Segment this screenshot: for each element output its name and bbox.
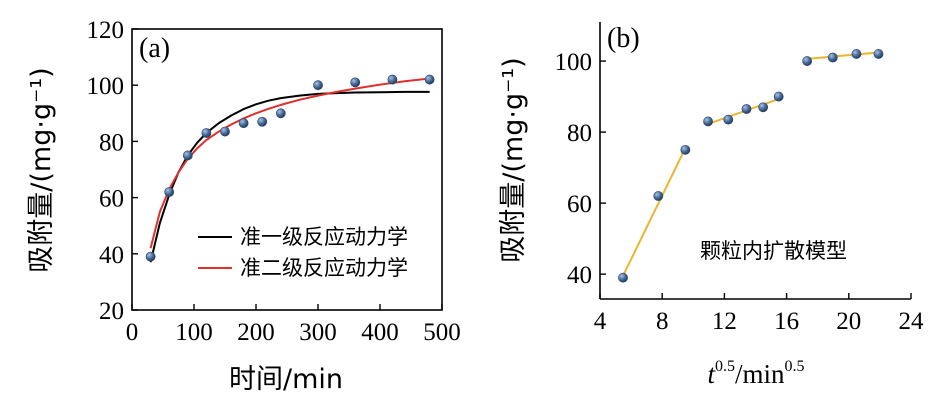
x-tick-label: 500 [423,319,461,346]
y-tick-label: 80 [567,120,592,147]
y-tick-label: 100 [555,49,593,76]
x-tick-label: 300 [299,319,337,346]
xlabel-t: t [707,359,716,389]
x-tick-label: 200 [237,319,275,346]
data-point [164,187,175,197]
xlabel-sup2: 0.5 [785,358,805,375]
panel-a-curves [149,77,430,263]
panel-b-points [618,49,884,283]
data-point [182,150,193,161]
data-point [827,52,838,63]
x-tick-label: 100 [175,319,213,346]
data-point [424,74,435,85]
panel-b-ticks: 4 8 12 16 20 24 40 60 80 100 [555,49,925,335]
data-point [758,102,769,113]
panel-a-label: (a) [139,33,170,64]
data-point [238,118,249,129]
panel-b-xlabel: t0.5/min0.5 [707,358,804,389]
data-point [680,144,691,155]
x-tick-label: 400 [361,319,399,346]
x-tick-label: 0 [126,319,139,346]
data-point [257,116,268,127]
y-tick-label: 120 [87,17,125,44]
xlabel-mid: /min [735,359,785,389]
data-point [723,114,734,125]
x-tick-label: 8 [656,308,669,335]
panel-a-ylabel: 吸附量/(mg·g⁻¹) [26,67,57,272]
curve-pseudo-second-order [149,77,430,249]
x-tick-label: 24 [899,308,925,335]
panel-a: (a) 0 100 200 300 400 500 20 40 60 80 100 120 时间/mi… [26,17,461,395]
xlabel-sup1: 0.5 [715,358,735,375]
data-point [618,272,628,283]
data-point [653,191,664,201]
data-point [313,80,323,91]
data-point [201,128,212,138]
fit-line [622,147,687,277]
panel-a-points [145,74,435,262]
data-point [275,108,286,119]
data-point [802,56,813,66]
data-point [873,49,884,59]
data-point [741,104,752,114]
y-tick-label: 40 [567,262,592,289]
y-tick-label: 40 [99,242,124,269]
y-tick-label: 60 [567,191,592,218]
panel-a-xlabel-text: 时间/min [229,364,343,395]
x-tick-label: 16 [774,308,799,335]
panel-a-ticks: 0 100 200 300 400 500 20 40 60 80 100 120 [87,17,461,346]
data-point [387,74,398,85]
panel-a-legend: 准一级反应动力学 准二级反应动力学 [198,225,408,280]
legend-label-pso: 准二级反应动力学 [240,256,408,280]
panel-a-xlabel: 时间/min [229,364,343,395]
legend-label-pfo: 准一级反应动力学 [240,225,408,249]
x-tick-label: 12 [712,308,737,335]
x-tick-label: 4 [594,308,607,335]
data-point [350,77,361,88]
panel-b-annotation: 颗粒内扩散模型 [700,239,847,263]
panel-a-frame [131,28,443,311]
x-tick-label: 20 [836,308,861,335]
data-point [145,251,156,262]
y-tick-label: 60 [99,186,124,213]
y-tick-label: 20 [99,298,124,325]
fit-line [807,51,879,60]
panel-b-ylabel: 吸附量/(mg·g⁻¹) [498,57,529,262]
y-tick-label: 80 [99,129,124,156]
y-tick-label: 100 [87,73,125,100]
data-point [773,91,784,102]
panel-b-label: (b) [607,23,640,54]
data-point [851,49,862,59]
data-point [220,126,230,137]
data-point [703,116,713,127]
